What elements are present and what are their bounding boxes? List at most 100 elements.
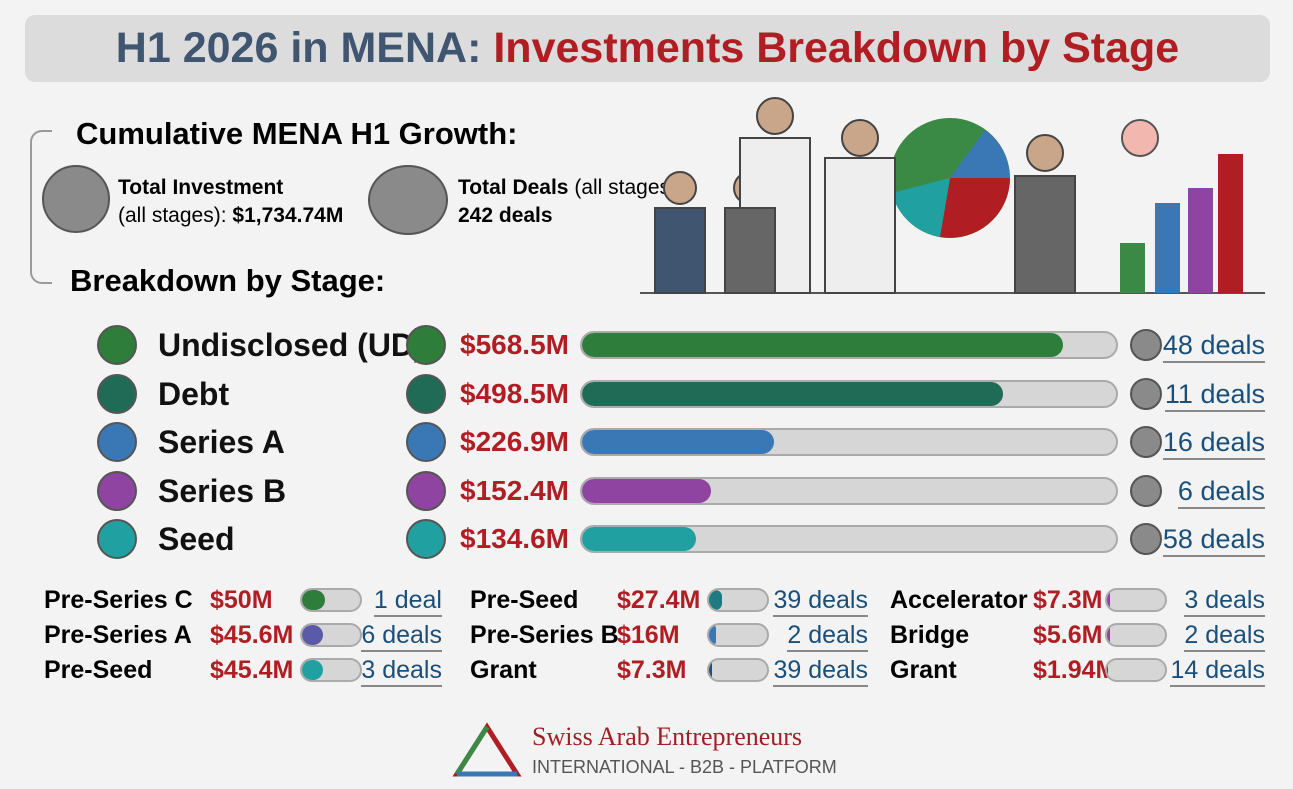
track: [580, 428, 1118, 456]
stage-icon: [406, 470, 446, 511]
deals-icon: [1130, 426, 1162, 458]
track: [300, 588, 362, 612]
track: [580, 379, 1118, 408]
stage-icon: [97, 325, 137, 365]
stage-value: $134.6M: [460, 523, 569, 554]
track: [1105, 588, 1167, 612]
stage-value: $226.9M: [460, 426, 569, 457]
title-part: H1 2026 in MENA:: [115, 24, 482, 72]
bar: [302, 590, 326, 610]
icon: [42, 165, 110, 233]
bar: [302, 625, 324, 645]
other-stage-value: $50M: [210, 586, 273, 614]
logo: [452, 722, 522, 777]
bar: [582, 430, 774, 454]
other-stage-name: Pre-Series C: [44, 586, 193, 614]
stage-icon: [406, 373, 446, 414]
bar: [582, 478, 711, 503]
stage-icon: [97, 470, 137, 511]
summary-label: Total Investment: [118, 176, 284, 199]
track: [707, 588, 769, 612]
footer-tagline: INTERNATIONAL - B2B - PLATFORM: [532, 757, 837, 777]
stage-name: Debt: [158, 375, 230, 412]
deals-count: 6 deals: [1177, 475, 1265, 509]
deals-count: 1 deal: [373, 585, 442, 617]
deals-count: 16 deals: [1162, 426, 1265, 460]
other-stage-name: Pre-Seed: [470, 586, 579, 614]
stage-icon: [406, 519, 446, 559]
stage-icon: [406, 422, 446, 462]
other-stage-value: $27.4M: [617, 586, 701, 614]
illustration: [640, 97, 1265, 294]
bar: [709, 590, 722, 610]
track: [580, 525, 1118, 553]
track: [580, 331, 1118, 359]
deals-icon: [1130, 474, 1162, 507]
stage-icon: [97, 422, 137, 462]
summary-label: Total Deals (all stages):: [458, 176, 683, 200]
bar: [582, 527, 696, 551]
bar: [582, 333, 1063, 357]
other-stage-value: $45.6M: [210, 621, 294, 649]
icon: [368, 165, 448, 235]
stage-name: Series A: [158, 424, 285, 460]
other-stage-value: $45.4M: [210, 656, 294, 684]
deals-icon: [1130, 377, 1162, 410]
bar: [1107, 625, 1110, 645]
deals-count: 11 deals: [1164, 378, 1265, 412]
stage-icon: [97, 519, 137, 559]
section-heading: Breakdown by Stage:: [70, 263, 386, 298]
track: [707, 623, 769, 647]
title-bar: [25, 15, 1270, 82]
other-stage-name: Grant: [470, 656, 537, 684]
footer-brand: Swiss Arab Entrepreneurs: [532, 722, 803, 751]
stage-name: Series B: [158, 472, 287, 509]
deals-count: 6 deals: [361, 620, 442, 652]
bar: [709, 625, 717, 645]
track: [300, 658, 362, 682]
other-stage-name: Bridge: [890, 621, 970, 649]
stage-value: $498.5M: [460, 377, 569, 409]
other-stage-name: Pre-Series B: [470, 621, 619, 649]
section-heading: Cumulative MENA H1 Growth:: [76, 116, 518, 151]
summary-note: (all stages):: [118, 204, 227, 227]
other-stage-name: Grant: [890, 656, 957, 684]
deals-count: 3 deals: [1184, 585, 1265, 617]
stage-icon: [406, 325, 446, 365]
deals-count: 48 deals: [1162, 329, 1265, 363]
bar: [582, 381, 1004, 406]
deals-icon: [1130, 329, 1162, 361]
summary-value: (all stages): $1,734.74M: [118, 204, 343, 228]
deals-count: 39 deals: [773, 655, 868, 687]
summary-note: (all stages):: [574, 176, 683, 199]
deals-count: 2 deals: [787, 620, 868, 652]
other-stage-name: Pre-Series A: [44, 621, 192, 649]
other-stage-value: $5.6M: [1033, 621, 1103, 649]
bar: [302, 660, 324, 680]
title-part: Investments Breakdown by Stage: [493, 24, 1180, 72]
stage-name: Seed: [158, 521, 235, 557]
track: [300, 623, 362, 647]
track: [707, 658, 769, 682]
bracket: [30, 130, 52, 284]
deals-count: 58 deals: [1162, 523, 1265, 557]
track: [580, 476, 1118, 505]
stage-icon: [97, 373, 137, 414]
other-stage-value: $7.3M: [1033, 586, 1103, 614]
summary-value: 242 deals: [458, 204, 553, 227]
track: [1105, 658, 1167, 682]
other-stage-value: $16M: [617, 621, 680, 649]
deals-count: 39 deals: [773, 585, 868, 617]
other-stage-value: $7.3M: [617, 656, 687, 684]
deals-count: 14 deals: [1170, 655, 1265, 687]
stage-name: Undisclosed (UD): [158, 327, 425, 363]
title: H1 2026 in MENA: Investments Breakdown b…: [25, 20, 1270, 76]
deals-count: 2 deals: [1184, 620, 1265, 652]
summary-label-text: Total Deals: [458, 176, 569, 199]
bar: [709, 660, 713, 680]
stage-value: $568.5M: [460, 329, 569, 360]
bar: [1107, 590, 1111, 610]
other-stage-name: Pre-Seed: [44, 656, 153, 684]
track: [1105, 623, 1167, 647]
